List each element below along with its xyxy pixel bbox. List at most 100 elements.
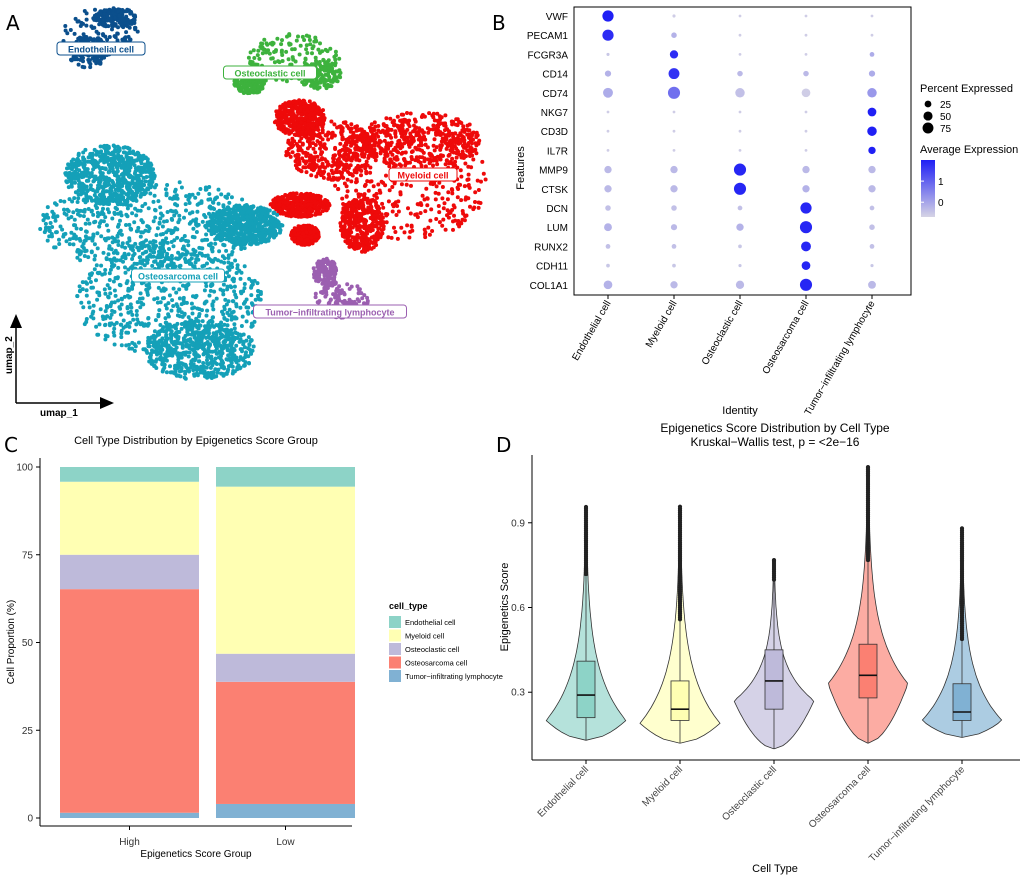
umap-point [202,288,207,293]
umap-point [92,25,97,30]
umap-point [318,141,323,146]
umap-point [458,168,463,173]
umap-point [295,227,300,232]
umap-point [262,81,266,86]
umap-point [242,246,247,251]
umap-point [268,41,273,46]
umap-point [317,85,322,90]
umap-point [405,223,410,228]
umap-point [408,111,413,116]
umap-point [478,201,483,205]
umap-point [357,218,362,223]
umap-point [348,228,353,233]
umap-point [304,80,309,85]
umap-point [370,135,375,139]
umap-point [473,200,477,204]
umap-point [112,211,117,216]
umap-point [354,128,359,133]
umap-point [252,85,257,90]
umap-point [311,130,316,135]
umap-point [113,23,118,28]
umap-point [362,133,367,138]
umap-point [450,208,455,212]
umap-point [124,281,129,286]
umap-point [351,221,356,226]
umap-point [234,343,239,348]
umap-point [242,264,247,269]
umap-point [286,57,291,62]
umap-point [307,139,311,144]
umap-point [447,140,452,145]
umap-point [463,161,468,166]
umap-point [371,184,376,189]
umap-point [282,109,287,114]
umap-point [73,57,78,61]
umap-point [120,241,125,246]
umap-point [300,142,305,147]
umap-point [93,253,98,258]
umap-point [427,111,432,116]
umap-point [108,291,113,296]
umap-point [409,134,414,139]
umap-point [68,28,73,32]
umap-point [302,38,307,42]
umap-point [403,150,408,155]
umap-point [381,227,386,231]
umap-point [352,151,357,156]
umap-point [403,135,408,140]
umap-point [293,99,298,104]
umap-point [279,124,284,129]
umap-point [102,287,107,292]
umap-point [121,18,126,23]
umap-point [459,198,464,203]
umap-point [430,113,435,118]
umap-point [308,42,313,47]
umap-point [408,160,412,165]
umap-point [421,150,426,155]
umap-point [299,169,304,174]
umap-point [292,122,297,127]
umap-point [339,172,344,177]
umap-point [437,210,442,215]
umap-point [431,163,435,168]
umap-point [364,159,369,164]
umap-point [277,207,282,212]
umap-point [369,153,374,158]
umap-point [456,133,461,138]
umap-point [330,66,335,71]
umap-point [284,49,289,54]
umap-point [442,201,447,206]
umap-point [244,89,248,94]
umap-point [313,55,318,60]
umap-point [427,161,432,166]
umap-point [307,34,312,39]
umap-point [344,137,349,142]
umap-point [419,140,423,145]
umap-point [404,182,409,187]
umap-point [259,41,264,46]
umap-point [307,99,312,104]
umap-point [220,254,225,259]
umap-point [234,304,239,309]
umap-point [320,130,325,135]
umap-point [326,58,331,63]
umap-point [342,156,347,161]
umap-point [374,205,379,210]
umap-point [63,24,68,28]
umap-point [296,157,301,162]
umap-point [378,235,383,240]
umap-point [353,134,358,139]
umap-point [326,62,330,67]
umap-point [200,219,205,224]
umap-point [384,133,389,138]
umap-point [119,328,124,333]
umap-point [309,196,314,201]
umap-point [289,108,294,113]
umap-point [115,251,120,256]
umap-point [232,82,237,87]
umap-point [317,117,322,121]
umap-point [211,307,216,312]
umap-point [320,64,325,69]
umap-point [101,18,105,23]
umap-point [354,203,359,208]
